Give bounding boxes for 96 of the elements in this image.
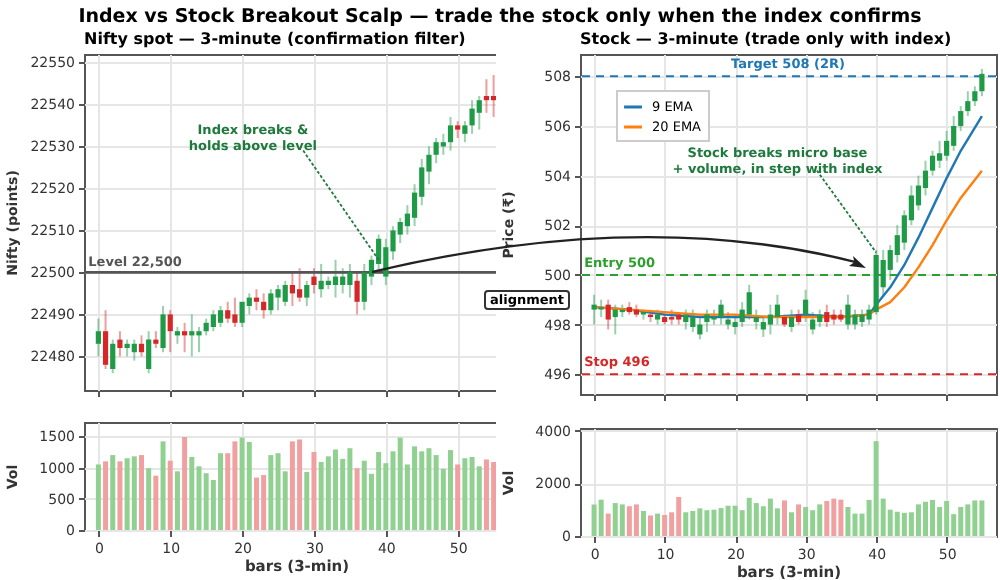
bar: [619, 504, 625, 536]
bar: [426, 448, 432, 530]
bar: [275, 453, 281, 530]
bar: [648, 515, 654, 536]
bar: [683, 512, 689, 536]
bar: [908, 512, 914, 536]
bar: [690, 510, 696, 536]
chart-title: Stock — 3-minute (trade only with index): [580, 30, 952, 48]
chart-title: Index vs Stock Breakout Scalp — trade the stock only when the index confirms: [76, 6, 924, 28]
bar: [462, 458, 468, 530]
bar: [972, 500, 978, 536]
bar: [289, 441, 295, 530]
bar: [347, 448, 353, 530]
bar: [354, 468, 360, 530]
bar: [640, 510, 646, 536]
bar: [711, 509, 717, 536]
bar: [944, 500, 950, 536]
bar: [965, 504, 971, 536]
bar: [662, 514, 668, 536]
bar: [455, 464, 461, 530]
bar: [958, 507, 964, 536]
bar: [491, 461, 497, 530]
bar: [174, 471, 180, 530]
bar: [817, 504, 823, 536]
bar: [318, 461, 324, 530]
bar: [483, 459, 489, 530]
bar: [397, 437, 403, 530]
bar: [796, 504, 802, 536]
bar: [810, 510, 816, 536]
bar: [325, 456, 331, 530]
bar: [732, 505, 738, 536]
bar: [655, 513, 661, 536]
bar: [117, 461, 123, 530]
bar: [433, 455, 439, 530]
bar: [894, 511, 900, 536]
bar: [725, 505, 731, 536]
bar: [361, 460, 367, 530]
bar: [239, 437, 245, 530]
bar: [189, 456, 195, 530]
bar: [852, 513, 858, 536]
bar: [626, 506, 632, 536]
bar: [930, 499, 936, 536]
bar: [901, 512, 907, 536]
bar: [605, 513, 611, 536]
bar: [138, 455, 144, 530]
bar: [167, 460, 173, 530]
bar: [146, 468, 152, 530]
bar: [297, 439, 303, 530]
bar: [676, 497, 682, 536]
bar: [937, 507, 943, 536]
bar: [261, 475, 267, 530]
bar: [469, 456, 475, 530]
bar: [789, 512, 795, 536]
bar: [182, 436, 188, 530]
bar: [922, 501, 928, 536]
bar: [873, 441, 879, 536]
bar: [760, 506, 766, 536]
bar: [246, 441, 252, 530]
bar: [838, 499, 844, 536]
bar: [110, 455, 116, 530]
bar: [753, 503, 759, 536]
bar: [304, 471, 310, 530]
bar: [218, 453, 224, 530]
bar: [131, 456, 137, 530]
bar: [767, 498, 773, 536]
bar: [153, 475, 159, 530]
chart-subtitle: Nifty spot — 3-minute (confirmation filter): [84, 30, 466, 48]
bar: [718, 508, 724, 536]
bar: [746, 497, 752, 536]
bar: [419, 451, 425, 530]
bar: [203, 473, 209, 530]
bar: [376, 451, 382, 530]
bar: [979, 500, 985, 536]
bar: [697, 508, 703, 536]
bar: [124, 458, 130, 530]
bar: [333, 449, 339, 530]
bar: [253, 477, 259, 530]
bar: [412, 446, 418, 530]
bar: [781, 500, 787, 536]
bar: [831, 498, 837, 536]
bar: [232, 441, 238, 530]
bar: [845, 507, 851, 536]
bar: [591, 504, 597, 536]
bar: [824, 500, 830, 536]
bar: [633, 504, 639, 536]
bar: [915, 504, 921, 536]
bar: [311, 451, 317, 530]
bar: [704, 510, 710, 536]
bar: [598, 499, 604, 536]
bar: [268, 455, 274, 530]
bar: [103, 461, 109, 530]
bar: [448, 450, 454, 530]
bar: [803, 507, 809, 536]
bar: [612, 503, 618, 536]
bar: [160, 441, 166, 530]
bar: [95, 464, 101, 530]
